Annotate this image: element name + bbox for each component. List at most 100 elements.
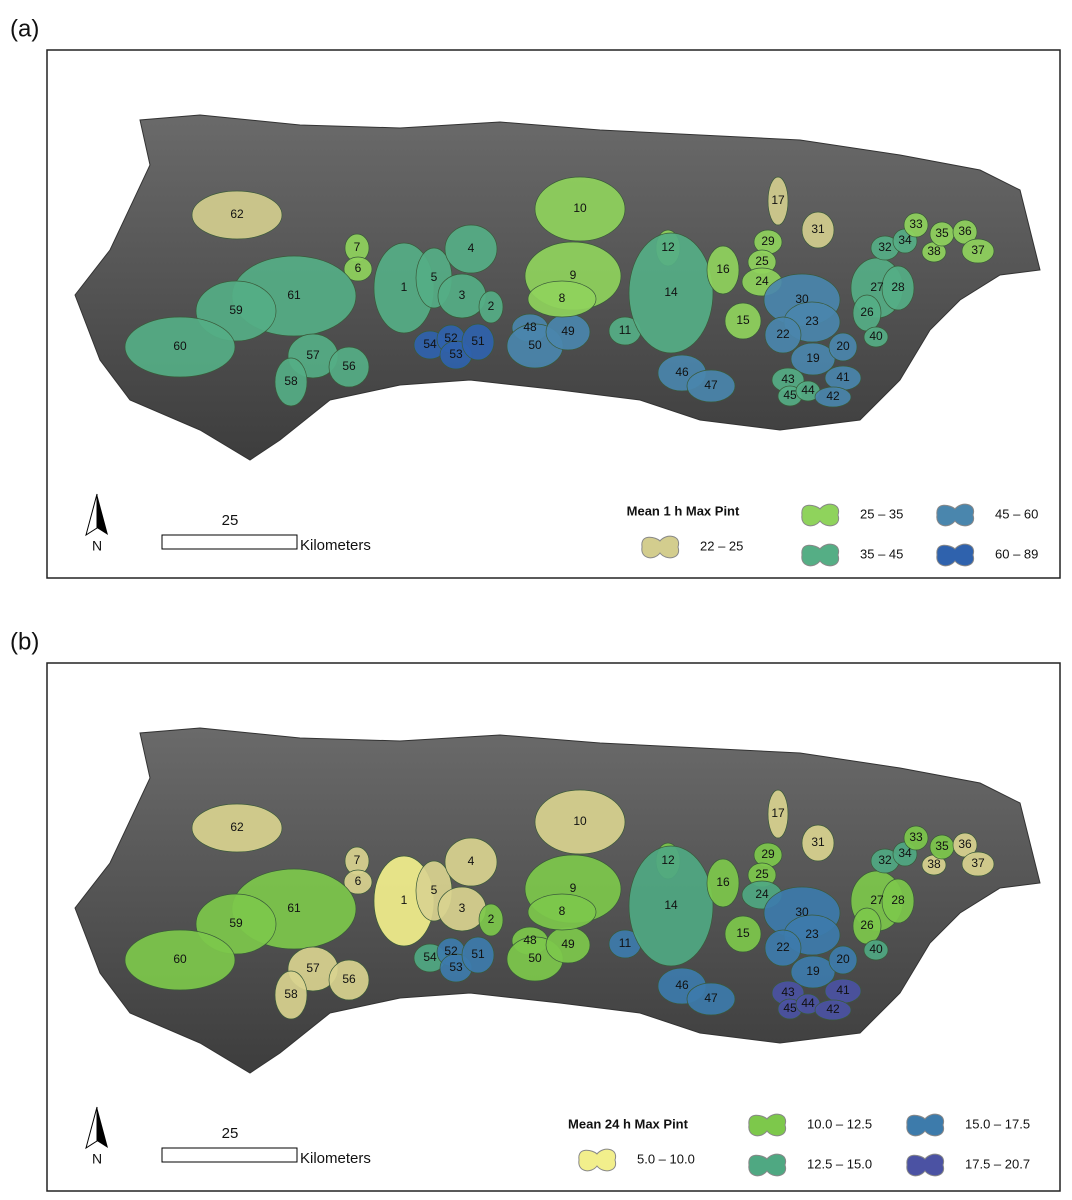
watershed xyxy=(628,845,714,967)
watershed-label: 4 xyxy=(468,854,475,868)
legend-swatch xyxy=(801,543,840,567)
watershed-label: 43 xyxy=(781,372,795,386)
watershed-label: 42 xyxy=(826,1002,840,1016)
watershed xyxy=(444,224,498,274)
scale-bar xyxy=(161,1147,298,1163)
watershed-label: 37 xyxy=(971,856,985,870)
watershed-label: 8 xyxy=(559,291,566,305)
scale-value: 25 xyxy=(222,1125,239,1142)
watershed xyxy=(328,959,370,1001)
watershed-label: 15 xyxy=(736,926,750,940)
watershed-label: 16 xyxy=(716,262,730,276)
watershed-label: 54 xyxy=(423,950,437,964)
watershed xyxy=(863,326,889,348)
watershed xyxy=(801,211,835,249)
watershed xyxy=(328,346,370,388)
watershed xyxy=(767,789,789,839)
watershed-label: 12 xyxy=(661,853,675,867)
watershed-label: 50 xyxy=(528,338,542,352)
watershed-label: 48 xyxy=(523,320,537,334)
watershed-label: 28 xyxy=(891,893,905,907)
watershed-label: 61 xyxy=(287,288,301,302)
scale-unit: Kilometers xyxy=(300,1150,371,1167)
watershed xyxy=(274,357,308,407)
watershed-label: 34 xyxy=(898,846,912,860)
watershed xyxy=(863,939,889,961)
regions xyxy=(124,176,995,408)
watershed-label: 41 xyxy=(836,983,850,997)
watershed-label: 35 xyxy=(935,839,949,853)
watershed xyxy=(461,323,495,361)
watershed-label: 58 xyxy=(284,987,298,1001)
legend-swatch xyxy=(578,1148,617,1172)
watershed-label: 32 xyxy=(878,240,892,254)
watershed-label: 31 xyxy=(811,835,825,849)
scale-unit: Kilometers xyxy=(300,537,371,554)
watershed-label: 58 xyxy=(284,374,298,388)
watershed xyxy=(903,212,929,238)
watershed-label: 44 xyxy=(801,996,815,1010)
watershed-label: 1 xyxy=(401,280,408,294)
legend-swatch xyxy=(936,543,975,567)
legend-title: Mean 1 h Max Pint xyxy=(627,503,740,518)
legend-swatch xyxy=(936,503,975,527)
north-label: N xyxy=(92,1151,102,1167)
watershed-label: 24 xyxy=(755,274,769,288)
watershed-label: 50 xyxy=(528,951,542,965)
watershed xyxy=(903,825,929,851)
watershed-label: 35 xyxy=(935,226,949,240)
watershed-label: 47 xyxy=(704,378,718,392)
watershed-label: 26 xyxy=(860,305,874,319)
watershed-label: 60 xyxy=(173,952,187,966)
north-arrow-half xyxy=(97,1107,108,1148)
watershed-label: 31 xyxy=(811,222,825,236)
watershed xyxy=(527,893,597,931)
watershed-label: 43 xyxy=(781,985,795,999)
watershed-label: 20 xyxy=(836,339,850,353)
watershed xyxy=(478,290,504,324)
watershed-label: 4 xyxy=(468,241,475,255)
watershed-label: 62 xyxy=(230,820,244,834)
watershed-label: 60 xyxy=(173,339,187,353)
watershed-label: 9 xyxy=(570,268,577,282)
watershed-label: 17 xyxy=(771,193,785,207)
watershed-label: 1 xyxy=(401,893,408,907)
watershed xyxy=(686,369,736,403)
legend-label: 12.5 – 15.0 xyxy=(807,1156,872,1171)
watershed xyxy=(767,176,789,226)
watershed-label: 36 xyxy=(958,224,972,238)
watershed-label: 33 xyxy=(909,217,923,231)
watershed-label: 29 xyxy=(761,234,775,248)
watershed-label: 10 xyxy=(573,814,587,828)
watershed-label: 62 xyxy=(230,207,244,221)
watershed-label: 15 xyxy=(736,313,750,327)
watershed xyxy=(124,316,236,378)
watershed-label: 34 xyxy=(898,233,912,247)
regions xyxy=(124,789,995,1021)
watershed-label: 3 xyxy=(459,901,466,915)
watershed-label: 57 xyxy=(306,348,320,362)
watershed xyxy=(191,803,283,853)
watershed-label: 19 xyxy=(806,351,820,365)
legend-swatch xyxy=(748,1153,787,1177)
watershed xyxy=(764,316,802,354)
watershed-label: 6 xyxy=(355,261,362,275)
watershed-label: 52 xyxy=(444,331,458,345)
watershed-label: 5 xyxy=(431,883,438,897)
watershed-label: 11 xyxy=(619,936,632,950)
watershed-label: 37 xyxy=(971,243,985,257)
watershed-label: 36 xyxy=(958,837,972,851)
watershed-label: 14 xyxy=(664,898,678,912)
watershed xyxy=(724,302,762,340)
watershed-label: 45 xyxy=(783,1001,797,1015)
watershed xyxy=(828,945,858,975)
watershed xyxy=(274,970,308,1020)
watershed xyxy=(534,789,626,855)
watershed-label: 16 xyxy=(716,875,730,889)
watershed-label: 42 xyxy=(826,389,840,403)
watershed-label: 27 xyxy=(870,280,884,294)
watershed xyxy=(814,386,852,408)
watershed-label: 14 xyxy=(664,285,678,299)
legend-swatch xyxy=(641,535,680,559)
